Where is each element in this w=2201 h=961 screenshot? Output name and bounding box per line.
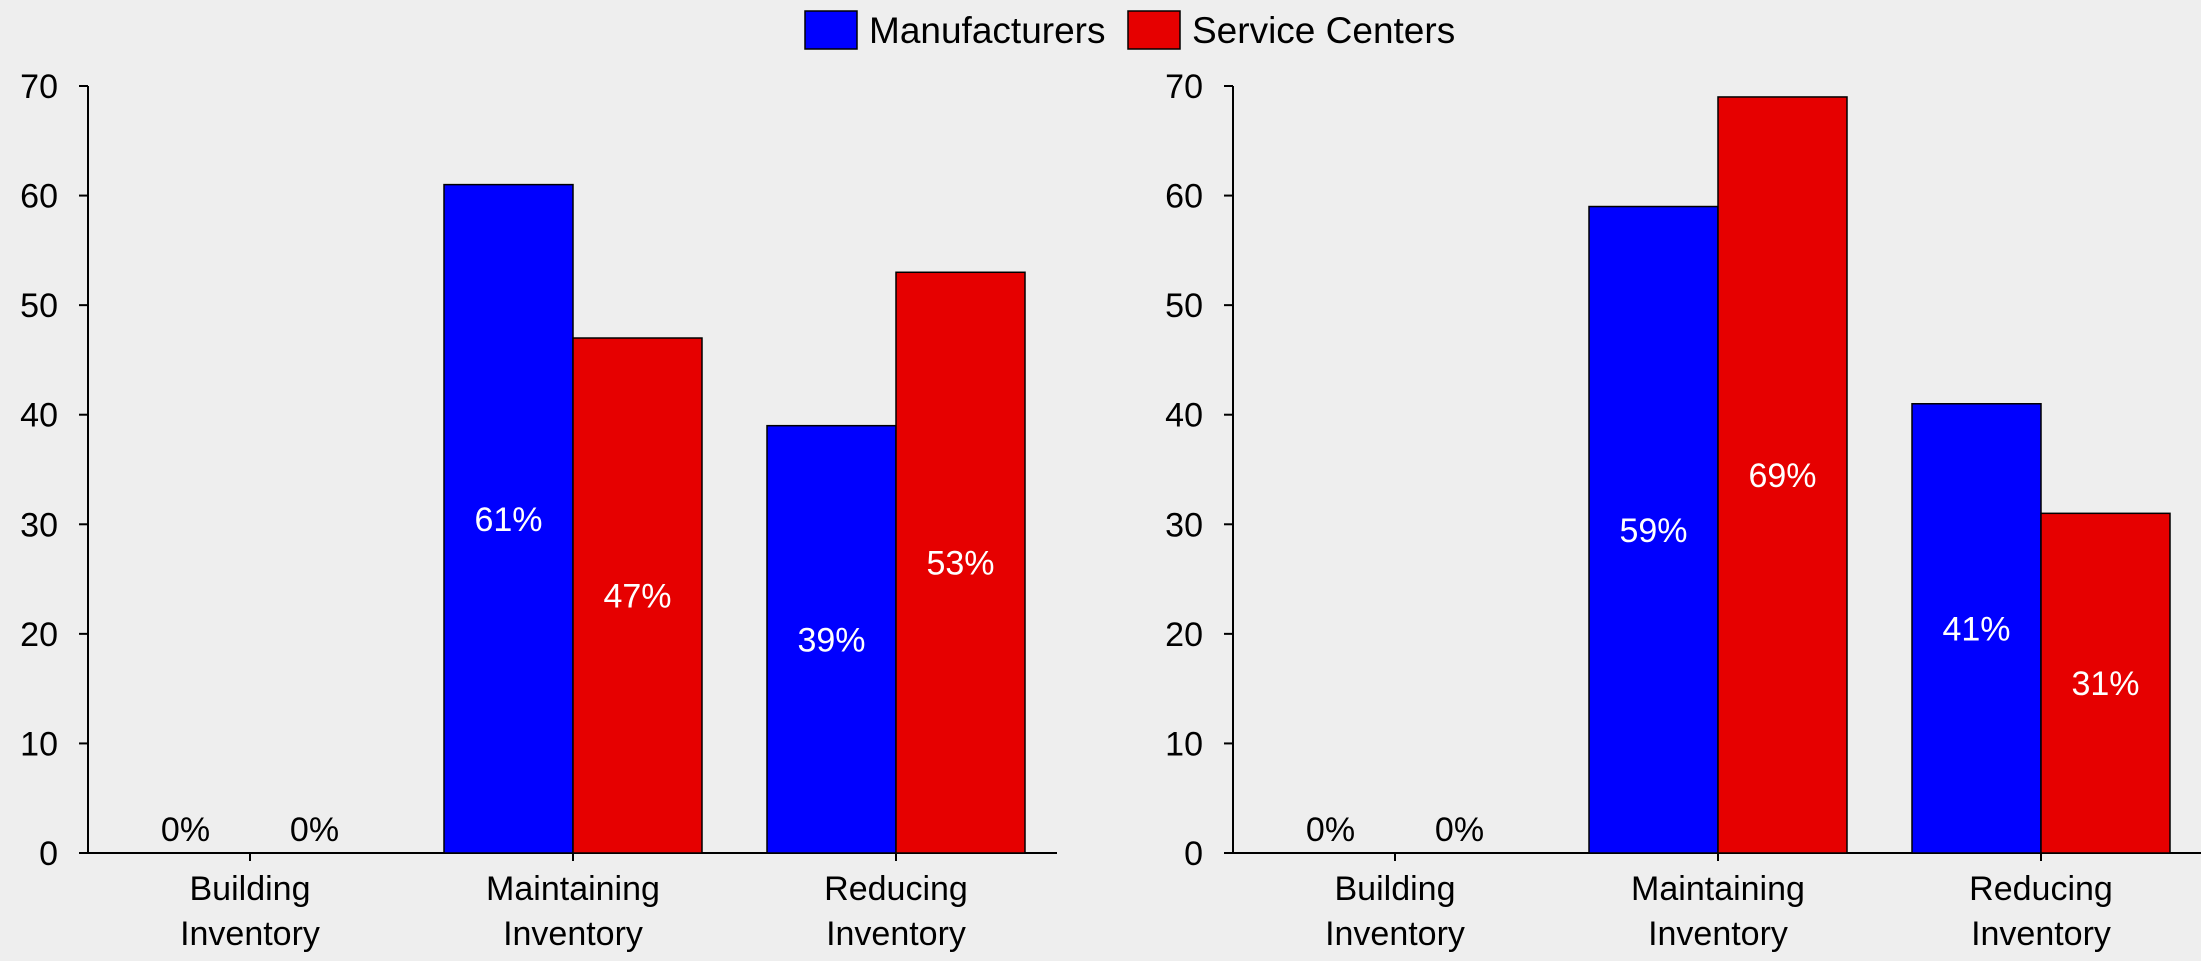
bar-service-centers	[572, 337, 703, 854]
category-label: Inventory	[1648, 915, 1788, 953]
data-label: 31%	[2071, 665, 2139, 703]
data-label: 61%	[474, 501, 542, 539]
chart-panel-2: 0 10 20 30 40 50 60 70 0% 0% Building Inventory 59% 6…	[1165, 68, 2201, 953]
category-label: Inventory	[503, 915, 643, 953]
y-tick-label: 70	[1165, 68, 1203, 106]
data-label: 39%	[797, 621, 865, 659]
y-tick-label: 40	[1165, 397, 1203, 435]
data-label: 69%	[1748, 457, 1816, 495]
y-tick-label: 20	[20, 616, 58, 654]
y-tick-label: 60	[1165, 178, 1203, 216]
y-tick-label: 50	[20, 287, 58, 325]
bar-service-centers	[1717, 96, 1848, 854]
y-tick-label: 70	[20, 68, 58, 106]
category-label: Inventory	[826, 915, 966, 953]
y-tick-label: 10	[20, 725, 58, 763]
legend-label-1: Service Centers	[1192, 10, 1455, 51]
y-tick-label: 20	[1165, 616, 1203, 654]
legend-swatch-0	[804, 10, 858, 50]
bar-manufacturers	[766, 424, 897, 854]
legend-swatch-1	[1127, 10, 1181, 50]
data-label: 0%	[161, 811, 210, 849]
category-label: Inventory	[1971, 915, 2111, 953]
category-label: Maintaining	[1631, 870, 1805, 908]
y-tick-label: 10	[1165, 725, 1203, 763]
y-tick-label: 0	[1184, 835, 1203, 873]
category-label: Reducing	[824, 870, 968, 908]
data-label: 41%	[1942, 610, 2010, 648]
bar-manufacturers	[443, 183, 574, 854]
y-tick-label: 0	[39, 835, 58, 873]
bar-manufacturers	[1911, 403, 2042, 854]
bar-service-centers	[895, 271, 1026, 854]
category-label: Building	[190, 870, 311, 908]
y-tick-label: 40	[20, 397, 58, 435]
data-label: 0%	[1435, 811, 1484, 849]
y-tick-label: 50	[1165, 287, 1203, 325]
category-label: Building	[1335, 870, 1456, 908]
data-label: 47%	[603, 578, 671, 616]
bar-service-centers	[2040, 512, 2171, 854]
legend-label-0: Manufacturers	[869, 10, 1106, 51]
data-label: 0%	[1306, 811, 1355, 849]
category-label: Inventory	[1325, 915, 1465, 953]
category-label: Inventory	[180, 915, 320, 953]
chart-panel-1: 0 10 20 30 40 50 60 70 0% 0% Building Inventory 61% 4…	[20, 68, 1057, 953]
y-tick-label: 60	[20, 178, 58, 216]
data-label: 59%	[1619, 512, 1687, 550]
category-label: Maintaining	[486, 870, 660, 908]
y-tick-label: 30	[20, 506, 58, 544]
data-label: 0%	[290, 811, 339, 849]
data-label: 53%	[926, 545, 994, 583]
category-label: Reducing	[1969, 870, 2113, 908]
y-tick-label: 30	[1165, 506, 1203, 544]
